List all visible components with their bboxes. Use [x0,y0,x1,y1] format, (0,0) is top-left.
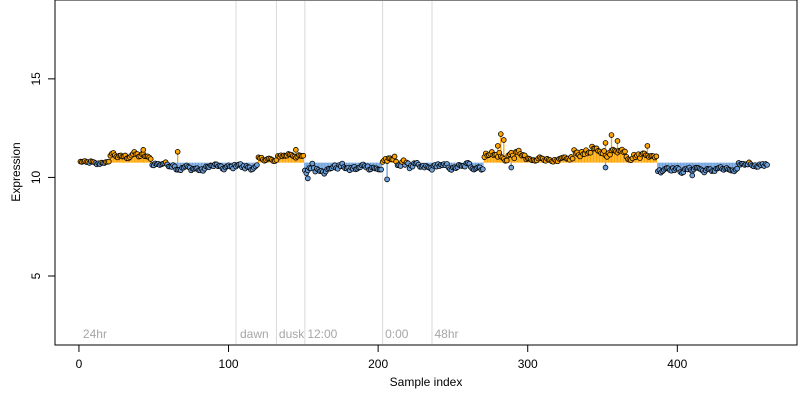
data-point [511,155,518,162]
data-point [378,166,384,173]
data-point [497,131,504,137]
section-label: 12:00 [307,327,337,341]
section-label: 0:00 [385,327,409,341]
data-point [480,166,486,172]
y-tick-label: 15 [29,72,43,86]
data-point [500,137,507,143]
data-point [602,140,609,146]
section-labels: 24hr dawn dusk 12:00 0:00 48hr [83,327,459,341]
data-point [734,165,740,172]
x-tick-label: 0 [76,357,83,371]
section-label: 48hr [434,327,458,341]
y-axis-label: Expression [9,142,23,201]
data-point [300,152,307,159]
data-point [608,132,615,138]
data-point [503,157,510,164]
section-lines [235,1,433,344]
data-point [174,149,181,155]
x-tick-label: 300 [518,357,538,371]
data-point [140,147,147,153]
data-point [147,156,154,162]
y-axis: 5 10 15 [29,72,56,279]
data-point [384,176,390,183]
data-point [569,155,576,162]
data-point [508,164,515,171]
data-point [106,158,112,165]
x-tick-label: 100 [219,357,239,371]
x-tick-label: 400 [667,357,687,371]
x-axis-label: Sample index [390,375,463,389]
data-point [293,147,299,153]
data-point [764,162,770,168]
data-points [77,131,770,183]
data-point [587,149,594,156]
section-label: dusk [279,327,305,341]
data-point [622,148,628,155]
data-point [254,162,260,168]
section-label: dawn [240,327,269,341]
section-label: 24hr [83,327,107,341]
data-point [305,175,311,182]
y-tick-label: 10 [29,170,43,184]
data-point [601,148,607,154]
data-point [644,143,651,149]
x-axis: 0 100 200 300 400 [76,344,688,371]
data-point [653,153,660,160]
data-point [391,153,398,160]
data-point [689,172,696,179]
data-point [614,138,621,144]
data-point [309,160,316,167]
data-point [602,164,609,171]
y-tick-label: 5 [29,272,43,279]
data-point [495,143,501,149]
x-tick-label: 200 [368,357,388,371]
